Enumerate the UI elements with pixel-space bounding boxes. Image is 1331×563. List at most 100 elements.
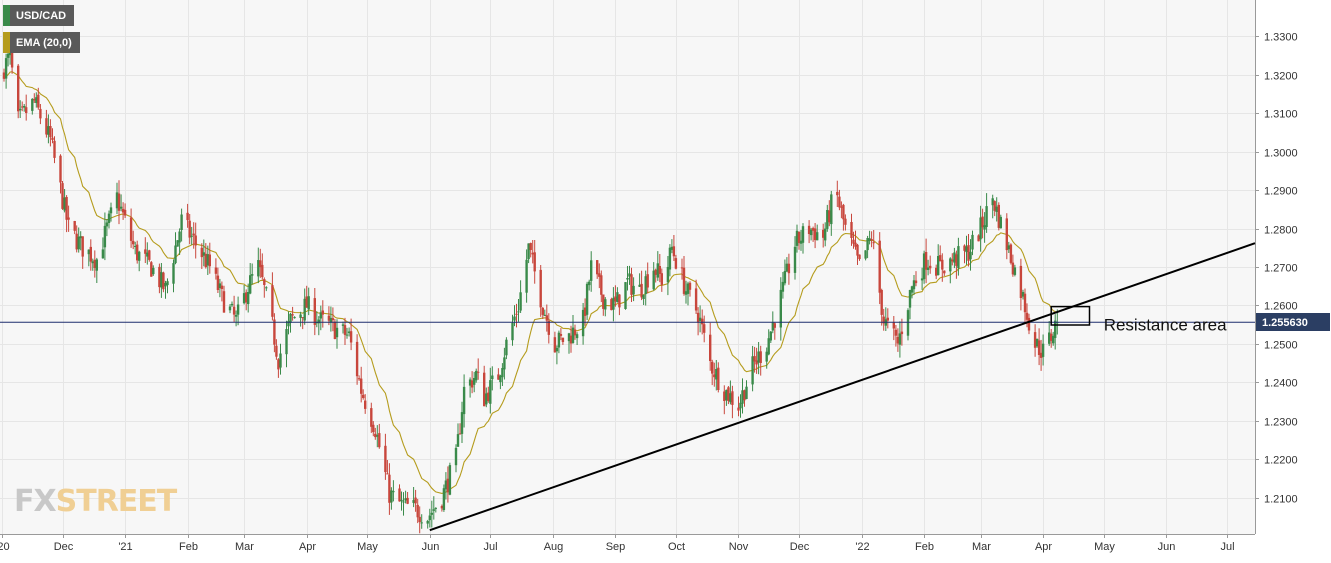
candle-body bbox=[1009, 244, 1013, 263]
candle-body bbox=[331, 318, 335, 321]
candle-body bbox=[795, 230, 799, 246]
candle-body bbox=[644, 276, 647, 295]
candle-body bbox=[870, 239, 873, 241]
candle-body bbox=[398, 488, 401, 502]
candle-body bbox=[929, 265, 932, 269]
candle-body bbox=[501, 368, 504, 378]
candle-body bbox=[781, 281, 785, 292]
candle-body bbox=[462, 386, 466, 415]
candle-body bbox=[499, 375, 502, 383]
candle-body bbox=[491, 375, 494, 380]
legend-ema: EMA (20,0) bbox=[3, 32, 80, 53]
candle-body bbox=[872, 242, 875, 244]
candle-body bbox=[39, 108, 42, 119]
x-tick-label: Apr bbox=[299, 541, 316, 553]
candle-body bbox=[119, 206, 123, 209]
candle-body bbox=[265, 287, 268, 289]
candle-body bbox=[448, 465, 452, 495]
candle-body bbox=[809, 229, 813, 236]
candle-body bbox=[81, 236, 84, 257]
support-trendline bbox=[429, 242, 1256, 532]
candle-body bbox=[684, 291, 688, 295]
candle-body bbox=[569, 335, 573, 344]
candle-body bbox=[357, 378, 361, 380]
candle-body bbox=[301, 317, 304, 319]
candle-body bbox=[146, 252, 149, 257]
candle-body bbox=[624, 282, 627, 309]
candle-body bbox=[783, 271, 787, 284]
candle-body bbox=[442, 488, 446, 510]
candle-body bbox=[787, 263, 791, 274]
candle-body bbox=[977, 235, 980, 242]
candle-body bbox=[1027, 317, 1031, 331]
y-tick-label: 1.2700 bbox=[1264, 263, 1298, 275]
candle-body bbox=[527, 243, 530, 260]
candle-body bbox=[485, 393, 488, 405]
candle-body bbox=[216, 275, 220, 290]
candle-body bbox=[287, 320, 290, 327]
candle-body bbox=[275, 345, 278, 357]
candle-body bbox=[985, 206, 988, 227]
candle-body bbox=[585, 283, 589, 315]
candle-body bbox=[426, 520, 429, 524]
candle-body bbox=[329, 317, 333, 323]
candle-body bbox=[519, 292, 522, 311]
candle-body bbox=[107, 213, 111, 223]
candle-body bbox=[21, 106, 24, 108]
candle-body bbox=[543, 314, 546, 316]
candle-body bbox=[1007, 245, 1010, 250]
candle-body bbox=[35, 97, 38, 103]
candle-body bbox=[61, 183, 64, 209]
candle-body bbox=[271, 285, 274, 317]
candle-body bbox=[943, 270, 946, 274]
candle-body bbox=[672, 246, 676, 257]
candle-body bbox=[105, 222, 109, 227]
candle-body bbox=[129, 217, 133, 241]
candle-body bbox=[319, 312, 322, 319]
candle-body bbox=[65, 197, 68, 220]
candle-body bbox=[1019, 265, 1023, 298]
candle-body bbox=[858, 254, 861, 260]
candle-body bbox=[483, 372, 486, 407]
candle-body bbox=[842, 204, 845, 220]
x-tick-label: Jul bbox=[1220, 541, 1234, 553]
candle-body bbox=[779, 289, 782, 328]
candle-body bbox=[753, 356, 756, 362]
x-tick-label: Sep bbox=[606, 541, 626, 553]
candle-body bbox=[87, 249, 90, 255]
candle-body bbox=[910, 286, 914, 293]
candle-body bbox=[414, 497, 417, 504]
candle-body bbox=[2, 72, 6, 79]
candle-body bbox=[335, 327, 339, 338]
candle-body bbox=[77, 236, 80, 250]
candle-body bbox=[854, 242, 857, 247]
candle-body bbox=[801, 226, 805, 243]
legend-symbol-label: USD/CAD bbox=[16, 9, 67, 22]
candle-body bbox=[51, 137, 54, 140]
candle-body bbox=[1023, 293, 1027, 313]
candle-body bbox=[470, 380, 474, 388]
candle-body bbox=[906, 310, 910, 336]
x-tick-label: Nov bbox=[729, 541, 749, 553]
candle-body bbox=[418, 516, 421, 522]
candle-body bbox=[194, 235, 197, 246]
candle-body bbox=[121, 208, 125, 213]
candle-body bbox=[468, 379, 472, 386]
candle-body bbox=[824, 228, 827, 241]
candle-body bbox=[882, 316, 885, 324]
candle-body bbox=[525, 259, 528, 293]
candle-body bbox=[10, 51, 14, 68]
candle-body bbox=[1041, 343, 1045, 357]
candle-body bbox=[206, 254, 209, 266]
candle-body bbox=[682, 267, 686, 294]
candle-body bbox=[222, 291, 226, 313]
candle-body bbox=[17, 65, 20, 112]
candle-body bbox=[583, 307, 587, 316]
candle-body bbox=[878, 240, 881, 293]
candle-body bbox=[949, 258, 952, 272]
candle-body bbox=[983, 225, 986, 230]
candle-body bbox=[539, 269, 542, 308]
candle-body bbox=[745, 386, 748, 399]
candle-body bbox=[908, 290, 912, 308]
